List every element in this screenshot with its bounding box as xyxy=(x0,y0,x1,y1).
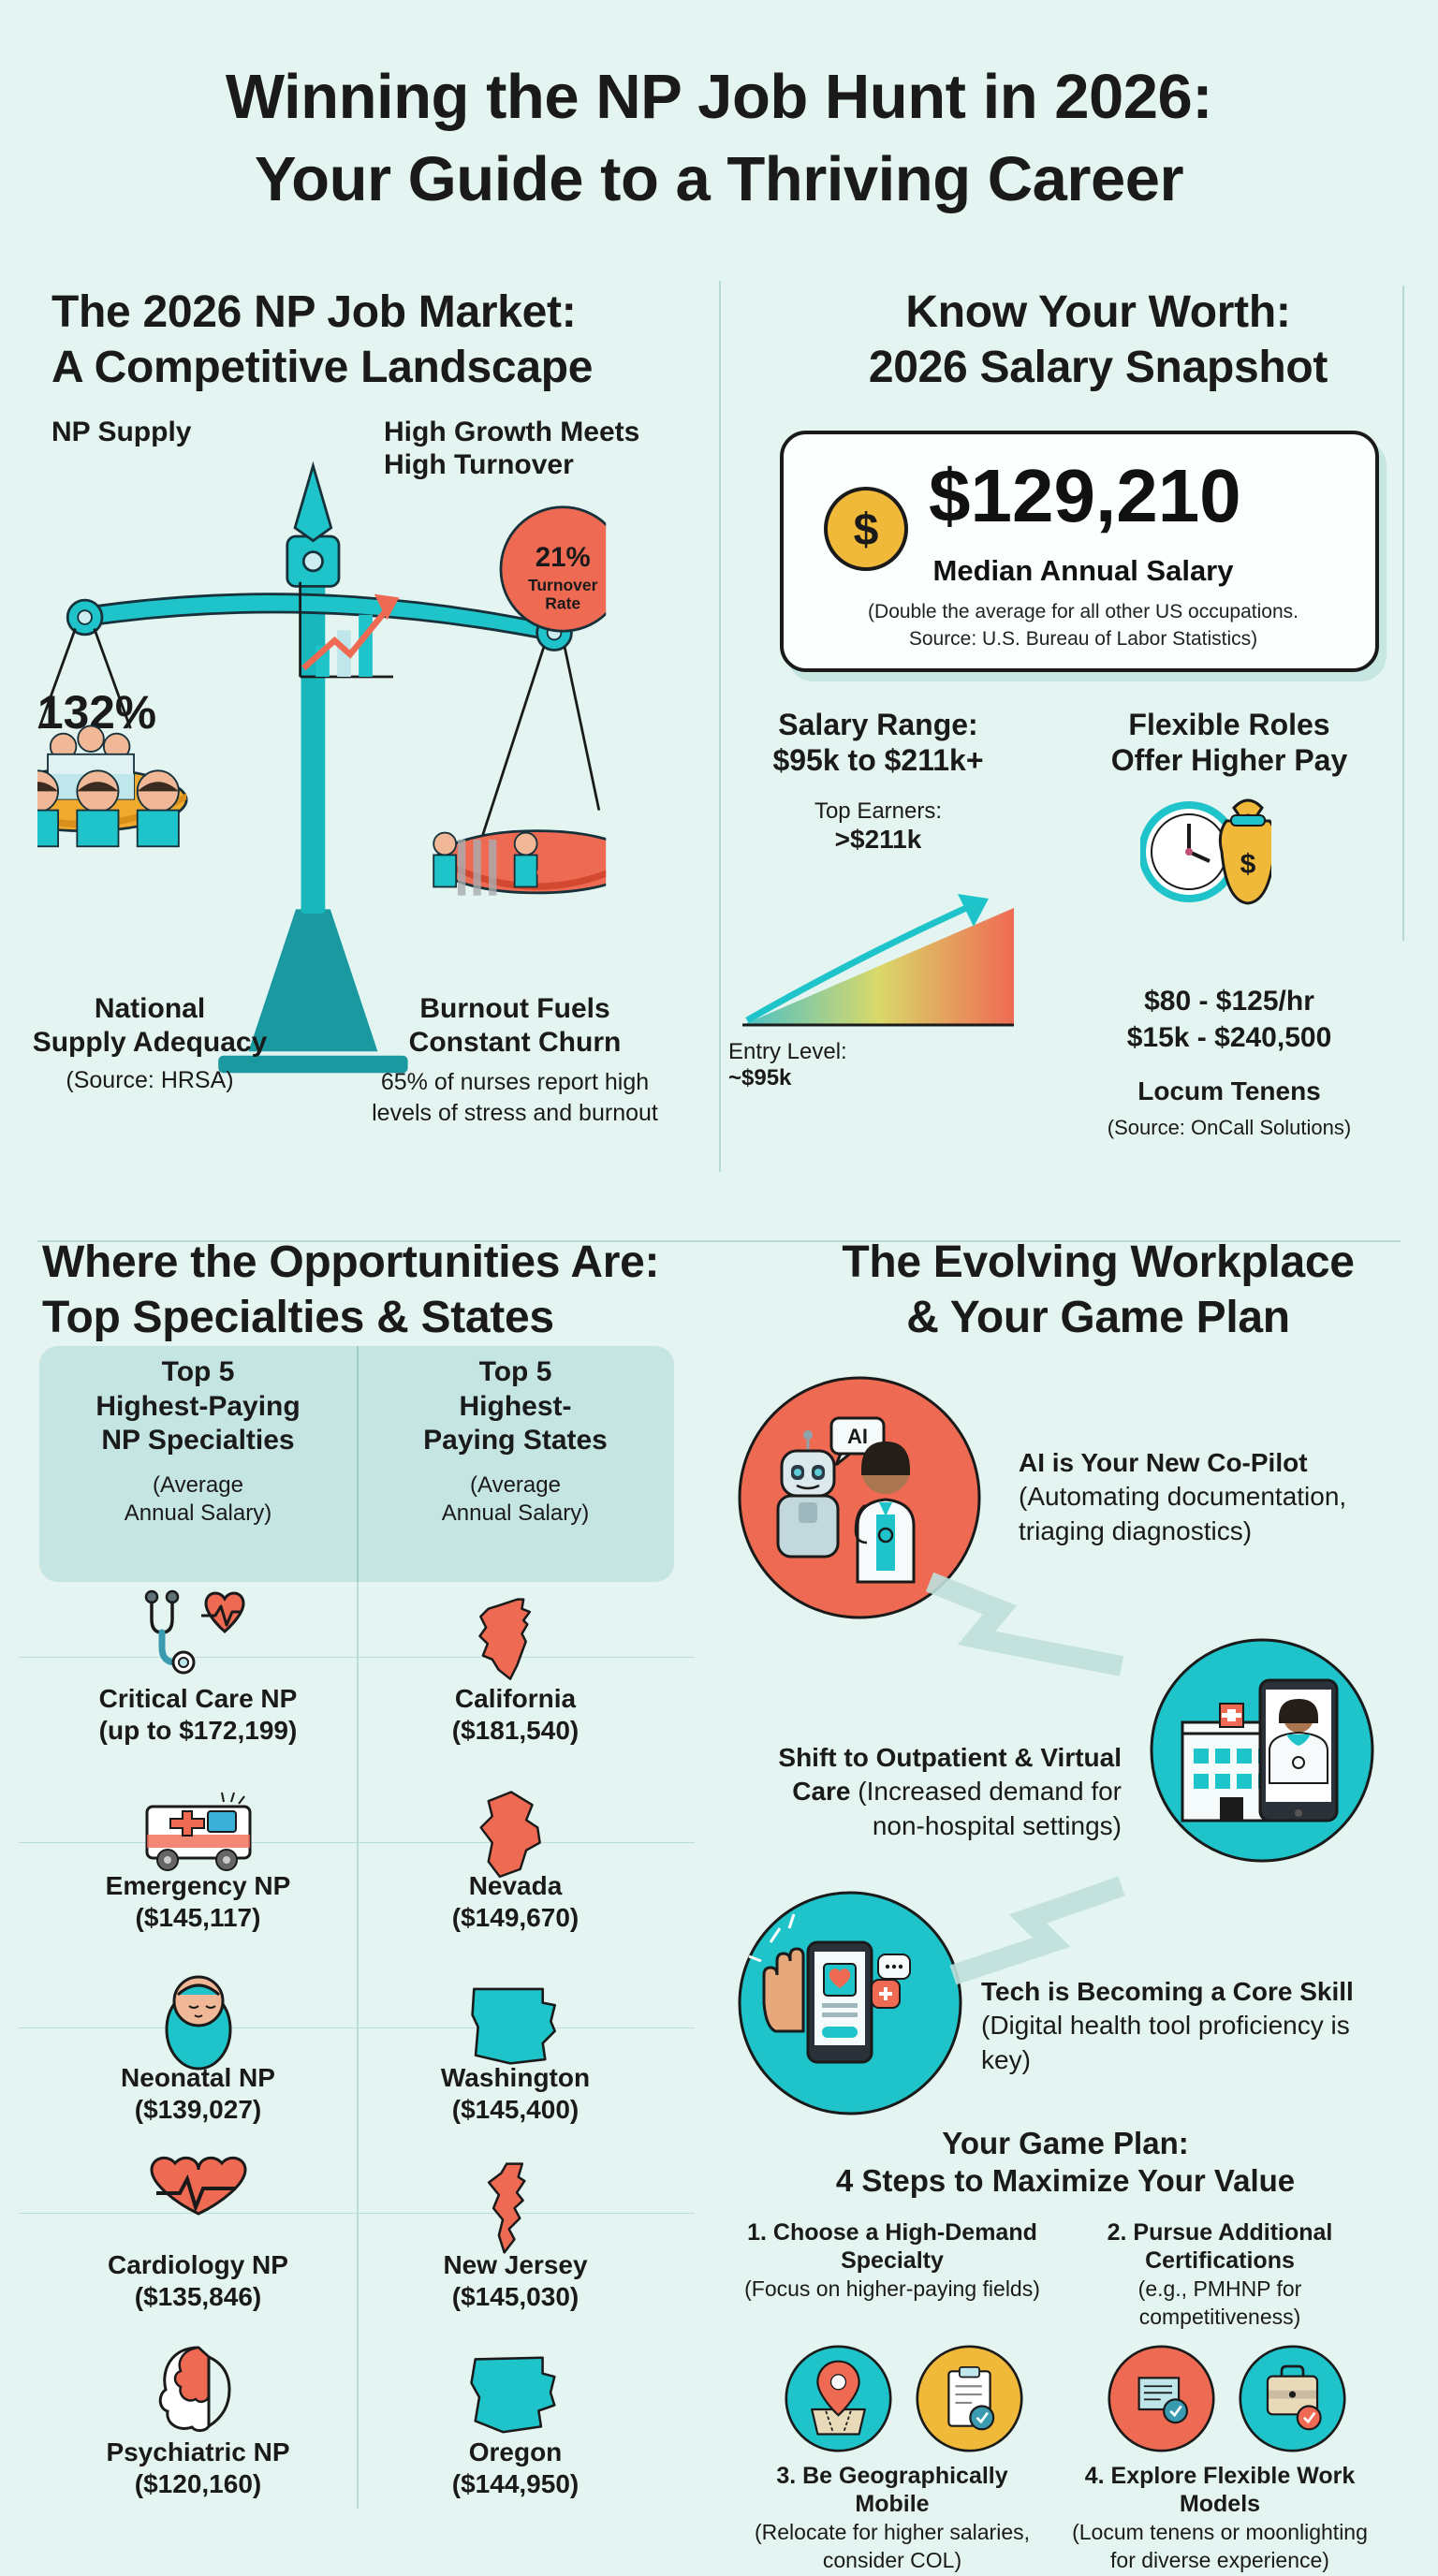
svg-text:Rate: Rate xyxy=(545,593,580,612)
svg-text:$: $ xyxy=(854,505,879,555)
svg-text:$: $ xyxy=(1240,849,1256,880)
svg-text:21%: 21% xyxy=(536,542,591,573)
svg-text:Turnover: Turnover xyxy=(528,576,598,594)
